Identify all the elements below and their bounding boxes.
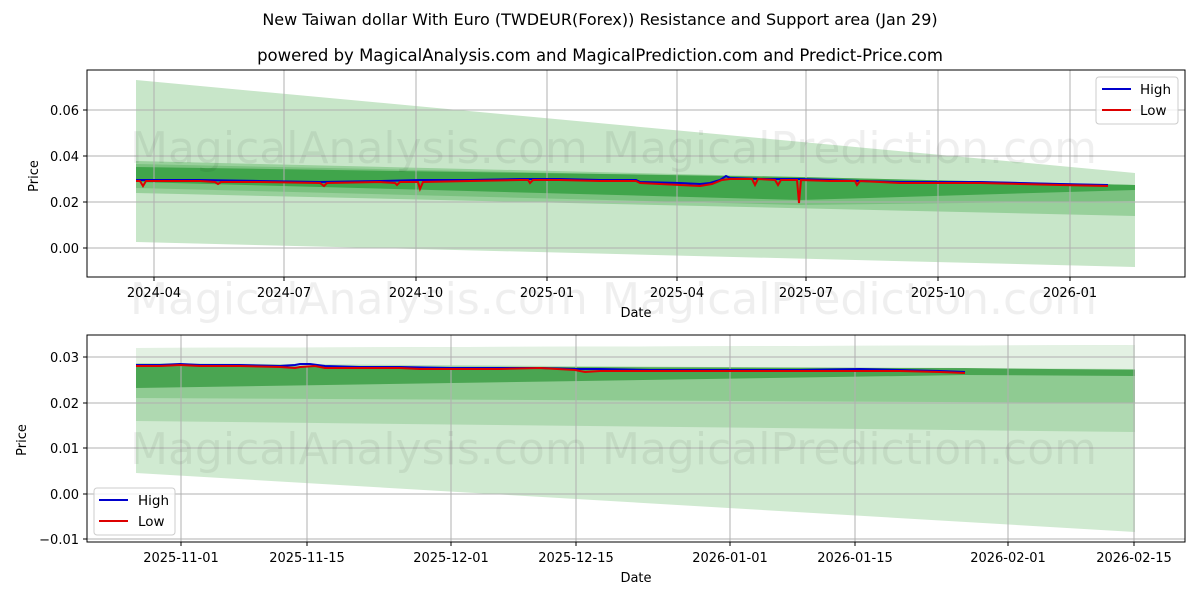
top-y-tick-label: 0.02 [50, 196, 79, 211]
legend-high-label: High [138, 493, 169, 509]
top-y-ticks: 0.06 0.04 0.02 0.00 [50, 104, 87, 257]
watermark-magicalanalysis-2: MagicalAnalysis.com [130, 274, 588, 325]
watermark-magicalanalysis: MagicalAnalysis.com [130, 123, 588, 174]
top-band-dark [136, 167, 1135, 200]
bottom-y-tick-label: 0.02 [50, 397, 79, 412]
bottom-x-tick-label: 2026-02-15 [1096, 551, 1172, 566]
legend-high-label: High [1140, 82, 1171, 98]
bottom-low-line [136, 363, 966, 374]
bottom-x-tick-label: 2025-12-01 [413, 551, 489, 566]
top-y-tick-label: 0.06 [50, 104, 79, 119]
bottom-y-axis-label: Price [15, 424, 30, 456]
chart-subtitle: powered by MagicalAnalysis.com and Magic… [257, 46, 943, 65]
chart-title: New Taiwan dollar With Euro (TWDEUR(Fore… [262, 10, 938, 29]
bottom-y-tick-label: 0.03 [50, 351, 79, 366]
bottom-chart: MagicalAnalysis.com MagicalPrediction.co… [15, 334, 1186, 586]
top-y-tick-label: 0.00 [50, 242, 79, 257]
top-low-line [136, 177, 1109, 204]
bottom-x-tick-label: 2026-02-01 [970, 551, 1046, 566]
top-x-tick-label: 2024-07 [257, 286, 311, 301]
bottom-y-ticks: 0.03 0.02 0.01 0.00 −0.01 [39, 351, 87, 548]
watermark-magicalprediction-3: MagicalPrediction.com [602, 424, 1097, 475]
bottom-x-axis-label: Date [620, 571, 651, 586]
top-grid [87, 70, 1185, 277]
top-x-tick-label: 2026-01 [1043, 286, 1097, 301]
bottom-y-tick-label: 0.00 [50, 488, 79, 503]
watermark-magicalanalysis-3: MagicalAnalysis.com [130, 424, 588, 475]
bottom-y-tick-label: −0.01 [39, 533, 79, 548]
bottom-y-tick-label: 0.01 [50, 442, 79, 457]
watermark-magicalprediction: MagicalPrediction.com [602, 123, 1097, 174]
watermark-magicalprediction-2: MagicalPrediction.com [602, 274, 1097, 325]
bottom-x-tick-label: 2026-01-15 [817, 551, 893, 566]
top-axes-frame [86, 69, 1186, 278]
bottom-x-tick-label: 2026-01-01 [692, 551, 768, 566]
bottom-x-ticks: 2025-11-01 2025-11-15 2025-12-01 2025-12… [143, 542, 1172, 566]
top-x-tick-label: 2025-10 [911, 286, 965, 301]
top-x-tick-label: 2025-04 [650, 286, 704, 301]
top-x-axis-label: Date [620, 306, 651, 321]
top-x-tick-label: 2025-01 [520, 286, 574, 301]
top-chart: MagicalAnalysis.com MagicalPrediction.co… [27, 69, 1186, 325]
top-x-tick-label: 2024-10 [389, 286, 443, 301]
top-y-tick-label: 0.04 [50, 150, 79, 165]
top-y-axis-label: Price [27, 160, 42, 192]
bottom-x-tick-label: 2025-11-01 [143, 551, 219, 566]
legend-low-label: Low [1140, 103, 1167, 119]
bottom-axes-frame [86, 334, 1186, 543]
bottom-x-tick-label: 2025-11-15 [269, 551, 345, 566]
top-x-tick-label: 2024-04 [127, 286, 181, 301]
legend-low-label: Low [138, 514, 165, 530]
bottom-x-tick-label: 2025-12-15 [538, 551, 614, 566]
bottom-legend: High Low [93, 487, 176, 536]
top-x-ticks: 2024-04 2024-07 2024-10 2025-01 2025-04 … [127, 277, 1097, 301]
top-x-tick-label: 2025-07 [779, 286, 833, 301]
top-legend: High Low [1095, 76, 1179, 125]
